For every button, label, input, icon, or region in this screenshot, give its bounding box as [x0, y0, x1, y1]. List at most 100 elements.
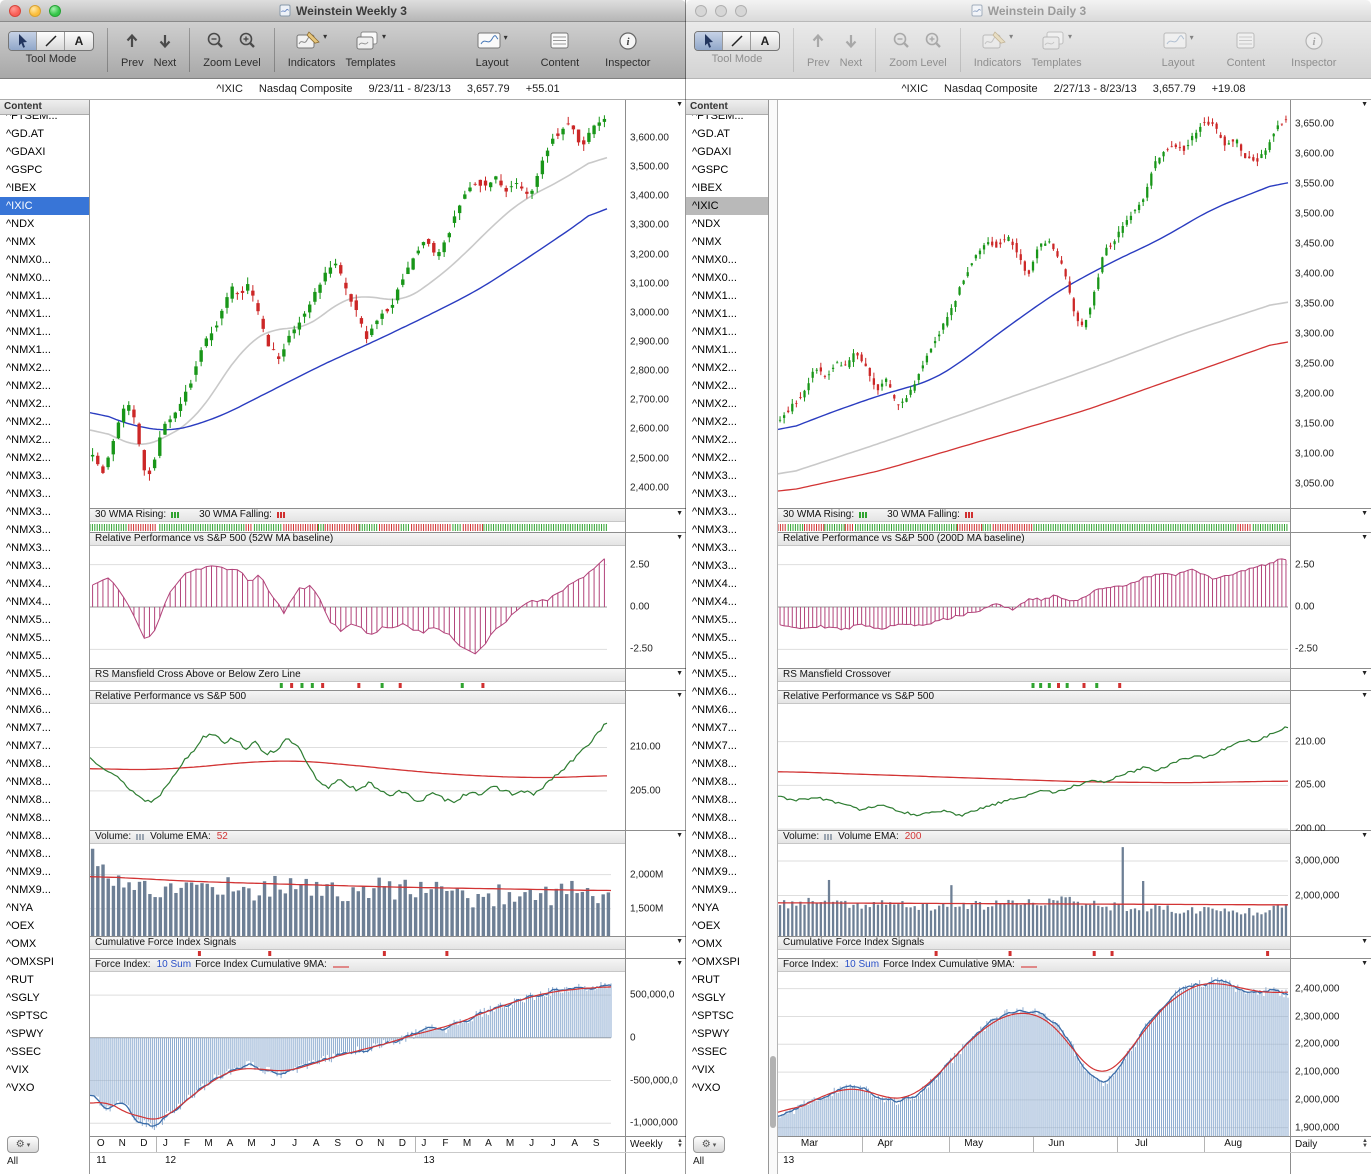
sidebar-item[interactable]: ^NMX2...: [692, 452, 737, 464]
zoom-out-button[interactable]: [891, 31, 913, 51]
sidebar-item[interactable]: ^NMX3...: [6, 506, 51, 518]
sidebar-item[interactable]: ^NMX8...: [6, 848, 51, 860]
sidebar-item[interactable]: ^NMX1...: [6, 326, 51, 338]
sidebar-item[interactable]: ^NMX9...: [692, 866, 737, 878]
sidebar-item[interactable]: ^NMX9...: [6, 884, 51, 896]
sidebar-item[interactable]: ^OMXSPI: [6, 956, 54, 968]
sidebar-item[interactable]: ^IBEX: [692, 182, 723, 194]
line-tool-button[interactable]: [723, 32, 751, 50]
close-button[interactable]: [695, 4, 707, 17]
mansfield-canvas[interactable]: [90, 682, 625, 690]
sidebar-item[interactable]: ^GDAXI: [6, 146, 46, 158]
sidebar-item[interactable]: ^NMX2...: [692, 380, 737, 392]
zoom-out-button[interactable]: [205, 31, 227, 51]
inspector-button[interactable]: i: [618, 31, 638, 51]
force-index-canvas[interactable]: [90, 972, 625, 1136]
sidebar-item[interactable]: ^IBEX: [6, 182, 37, 194]
sidebar-item[interactable]: ^NMX3...: [692, 560, 737, 572]
rs-histogram-canvas[interactable]: [778, 546, 1290, 668]
zoom-window-button[interactable]: [735, 4, 747, 17]
titlebar[interactable]: Weinstein Weekly 3: [0, 0, 686, 22]
sidebar-item[interactable]: ^NYA: [692, 902, 719, 914]
sidebar-item[interactable]: ^VXO: [6, 1082, 35, 1094]
sidebar-item[interactable]: ^NMX1...: [692, 308, 737, 320]
layout-button[interactable]: ▾: [1163, 31, 1194, 51]
price-chart-canvas[interactable]: [778, 100, 1290, 508]
sidebar-item[interactable]: ^IXIC: [686, 197, 768, 215]
sidebar-item[interactable]: ^NMX5...: [692, 632, 737, 644]
sidebar-item[interactable]: ^NMX3...: [6, 560, 51, 572]
sidebar-item[interactable]: ^GDAXI: [692, 146, 732, 158]
wma-ribbon-canvas[interactable]: [90, 522, 625, 532]
sidebar-item[interactable]: ^NMX4...: [692, 596, 737, 608]
panel-menu-icon[interactable]: ▼: [676, 510, 683, 517]
sidebar-item[interactable]: ^VIX: [692, 1064, 715, 1076]
sidebar-item[interactable]: ^SSEC: [692, 1046, 728, 1058]
sidebar-item[interactable]: ^NMX2...: [6, 416, 51, 428]
sidebar-item[interactable]: ^NMX2...: [692, 362, 737, 374]
sidebar-item[interactable]: ^NMX3...: [692, 488, 737, 500]
sidebar-item[interactable]: ^SGLY: [692, 992, 726, 1004]
sidebar-item[interactable]: ^NMX: [6, 236, 36, 248]
sidebar-item[interactable]: ^NMX6...: [692, 704, 737, 716]
sidebar-item[interactable]: ^NMX7...: [6, 722, 51, 734]
sidebar-item[interactable]: ^NMX8...: [6, 812, 51, 824]
rs-histogram-canvas[interactable]: [90, 546, 625, 668]
sidebar-item[interactable]: ^IXIC: [0, 197, 89, 215]
volume-canvas[interactable]: [90, 844, 625, 936]
sidebar-item[interactable]: ^NMX3...: [6, 524, 51, 536]
sidebar-item[interactable]: ^NMX1...: [692, 344, 737, 356]
sidebar-item[interactable]: ^NMX9...: [692, 884, 737, 896]
indicators-button[interactable]: ▾: [296, 30, 327, 52]
sidebar-item[interactable]: ^NMX1...: [692, 326, 737, 338]
sidebar-item[interactable]: ^NMX8...: [692, 758, 737, 770]
panel-menu-icon[interactable]: ▼: [1361, 938, 1368, 945]
scrollbar-thumb[interactable]: [770, 1056, 776, 1128]
period-selector[interactable]: Daily ▲ ▼: [1290, 1137, 1371, 1152]
pointer-tool-button[interactable]: [9, 32, 37, 50]
sidebar-item[interactable]: ^NMX0...: [6, 254, 51, 266]
zoom-in-button[interactable]: [237, 31, 259, 51]
sidebar-item[interactable]: ^SSEC: [6, 1046, 42, 1058]
sidebar-item[interactable]: ^GSPC: [692, 164, 729, 176]
prev-button[interactable]: [122, 31, 142, 51]
content-button[interactable]: [1235, 31, 1257, 51]
volume-canvas[interactable]: [778, 844, 1290, 936]
sidebar-item[interactable]: ^NMX3...: [692, 542, 737, 554]
panel-menu-icon[interactable]: ▼: [1361, 670, 1368, 677]
line-tool-button[interactable]: [37, 32, 65, 50]
panel-menu-icon[interactable]: ▼: [676, 101, 683, 108]
rs-line-canvas[interactable]: [90, 704, 625, 830]
panel-menu-icon[interactable]: ▼: [1361, 534, 1368, 541]
sidebar-item[interactable]: ^OMX: [692, 938, 723, 950]
indicators-button[interactable]: ▾: [982, 30, 1013, 52]
rs-line-canvas[interactable]: [778, 704, 1290, 830]
sidebar-item[interactable]: ^OMXSPI: [692, 956, 740, 968]
sidebar-item[interactable]: ^NMX2...: [6, 398, 51, 410]
sidebar-item[interactable]: ^NMX9...: [6, 866, 51, 878]
panel-menu-icon[interactable]: ▼: [1361, 692, 1368, 699]
sidebar-item[interactable]: ^VXO: [692, 1082, 721, 1094]
sidebar-scrollbar[interactable]: [769, 100, 778, 1174]
sidebar-item[interactable]: ^NMX2...: [6, 380, 51, 392]
list-action-button[interactable]: ⚙ ▾: [693, 1136, 725, 1153]
prev-button[interactable]: [808, 31, 828, 51]
sidebar-item[interactable]: ^NMX8...: [6, 830, 51, 842]
sidebar-item[interactable]: ^NMX5...: [692, 668, 737, 680]
sidebar-item[interactable]: ^NMX6...: [6, 686, 51, 698]
sidebar-item[interactable]: ^NMX3...: [692, 524, 737, 536]
mansfield-canvas[interactable]: [778, 682, 1290, 690]
close-button[interactable]: [9, 4, 21, 17]
content-button[interactable]: [549, 31, 571, 51]
cfi-canvas[interactable]: [90, 950, 625, 958]
sidebar-item[interactable]: ^OMX: [6, 938, 37, 950]
panel-menu-icon[interactable]: ▼: [1361, 101, 1368, 108]
sidebar-item[interactable]: ^NMX5...: [6, 614, 51, 626]
panel-menu-icon[interactable]: ▼: [1361, 510, 1368, 517]
sidebar-item[interactable]: ^NMX3...: [6, 542, 51, 554]
sidebar-item[interactable]: ^NMX6...: [6, 704, 51, 716]
sidebar-item[interactable]: ^NMX5...: [6, 668, 51, 680]
inspector-button[interactable]: i: [1304, 31, 1324, 51]
sidebar-item[interactable]: ^NMX7...: [692, 722, 737, 734]
period-selector[interactable]: Weekly ▲ ▼: [625, 1137, 686, 1152]
